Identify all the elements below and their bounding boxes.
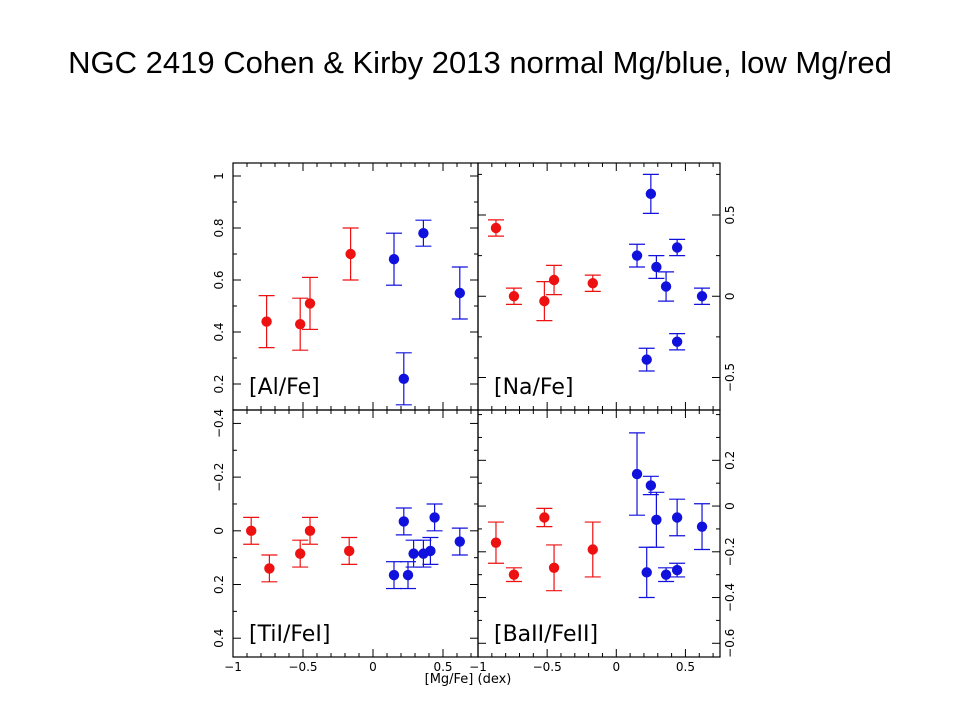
data-point-blue xyxy=(696,521,708,532)
panel-label-na: [Na/Fe] xyxy=(494,375,574,400)
data-point-red xyxy=(261,316,272,327)
x-tick-label: 0.5 xyxy=(676,660,695,674)
data-point-blue xyxy=(651,261,662,273)
data-point-red xyxy=(345,248,356,260)
data-point-blue xyxy=(641,567,652,578)
data-point-red xyxy=(587,278,598,289)
y-tick-label: 0.8 xyxy=(212,218,226,237)
y-tick-label: −0.4 xyxy=(212,409,226,438)
data-point-blue xyxy=(388,254,400,265)
data-point-red xyxy=(490,537,502,548)
slide-title: NGC 2419 Cohen & Kirby 2013 normal Mg/bl… xyxy=(68,45,892,80)
x-tick-label: −1 xyxy=(224,660,242,674)
x-axis-title: [Mg/Fe] (dex) xyxy=(425,672,512,687)
data-point-blue xyxy=(454,287,465,299)
y-tick-label: 0.2 xyxy=(212,575,226,594)
data-point-red xyxy=(490,222,502,234)
y-tick-label: 0.5 xyxy=(723,205,737,224)
data-point-blue xyxy=(425,545,436,557)
data-point-red xyxy=(548,274,560,286)
panel-frames xyxy=(232,162,721,658)
y-tick-label: 0 xyxy=(212,527,226,535)
data-point-red xyxy=(548,562,560,574)
y-tick-label: 0.4 xyxy=(212,629,226,648)
data-point-blue xyxy=(398,373,409,384)
data-point-blue xyxy=(454,536,465,547)
data-point-blue xyxy=(388,569,400,581)
y-tick-label: −0.2 xyxy=(212,463,226,492)
data-point-red xyxy=(344,545,355,557)
y-tick-label: −0.5 xyxy=(723,363,737,392)
y-tick-label: −0.6 xyxy=(723,629,737,658)
panel-frame-na xyxy=(477,162,721,411)
data-point-red xyxy=(587,544,598,555)
data-point-blue xyxy=(671,564,683,576)
x-tick-label: −0.5 xyxy=(533,660,562,674)
x-tick-label: 0 xyxy=(369,660,377,674)
x-tick-label: 0 xyxy=(612,660,620,674)
data-point-blue xyxy=(671,242,683,253)
y-tick-label: 0.2 xyxy=(723,451,737,470)
y-tick-label: −0.2 xyxy=(723,537,737,566)
data-point-blue xyxy=(408,548,419,559)
panel-frame-ti xyxy=(232,409,479,658)
x-tick-label: −1 xyxy=(469,660,487,674)
data-point-blue xyxy=(398,516,409,527)
panel-frame-al xyxy=(232,162,479,411)
panel-frame-ba xyxy=(477,409,721,658)
data-point-red xyxy=(246,525,257,537)
data-point-blue xyxy=(631,468,643,480)
data-point-blue xyxy=(671,336,683,347)
data-point-blue xyxy=(418,228,429,239)
x-tick-label: 0.5 xyxy=(433,660,452,674)
panel-label-ti: [TiI/FeI] xyxy=(249,622,330,647)
data-point-blue xyxy=(429,512,440,523)
axis-labels: 0.2 0.4 0.6 0.8 1 [Al/Fe] −0.5 0 0.5 [Na/Fe] −1 −0.… xyxy=(212,172,737,674)
data-point-blue xyxy=(660,281,672,292)
data-point-blue xyxy=(645,188,657,200)
axis-ticks xyxy=(232,163,720,657)
data-point-red xyxy=(295,548,306,559)
y-tick-label: 0.4 xyxy=(212,322,226,341)
data-point-blue xyxy=(402,569,414,581)
y-tick-label: 0 xyxy=(723,502,737,510)
data-point-red xyxy=(295,319,306,330)
data-point-red xyxy=(304,298,316,309)
y-tick-label: 0.6 xyxy=(212,270,226,289)
y-tick-label: −0.4 xyxy=(723,583,737,612)
x-tick-label: −0.5 xyxy=(288,660,317,674)
panel-label-al: [Al/Fe] xyxy=(249,375,320,400)
data-point-red xyxy=(304,525,316,537)
data-point-blue xyxy=(631,250,643,261)
panel-label-ba: [BaII/FeII] xyxy=(494,622,598,647)
data-point-blue xyxy=(696,291,708,302)
data-marks xyxy=(243,173,711,599)
data-point-red xyxy=(539,295,550,307)
data-point-red xyxy=(508,291,520,302)
data-point-blue xyxy=(645,480,657,491)
y-tick-label: 1 xyxy=(212,172,226,180)
data-point-red xyxy=(508,569,520,580)
y-tick-label: 0.2 xyxy=(212,374,226,393)
data-point-blue xyxy=(671,512,683,523)
y-tick-label: 0 xyxy=(723,292,737,300)
data-point-blue xyxy=(651,514,662,525)
data-point-red xyxy=(264,563,275,574)
data-point-red xyxy=(539,512,550,523)
data-point-blue xyxy=(660,569,672,580)
data-point-blue xyxy=(641,354,652,365)
